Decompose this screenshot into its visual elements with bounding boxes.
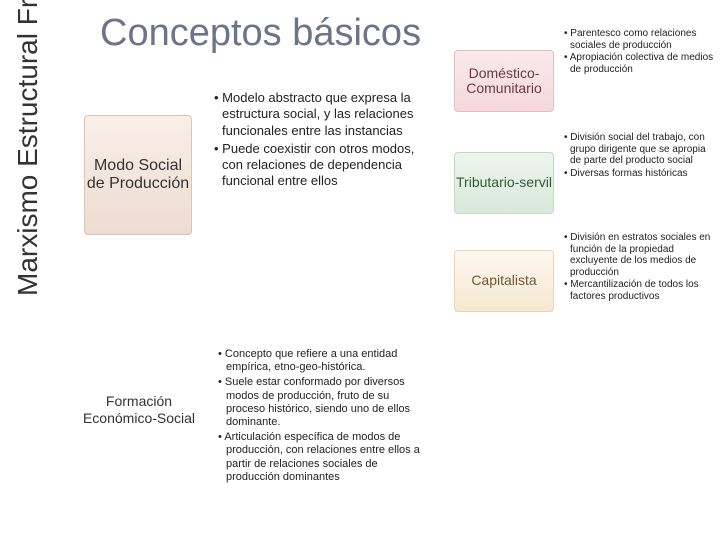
tributario-bullet: División social del trabajo, con grupo d… bbox=[564, 132, 714, 167]
sidebar-label: Marxismo Estructural Francés bbox=[12, 0, 44, 296]
domestic-bullet: Apropiación colectiva de medios de produ… bbox=[564, 52, 714, 75]
tributario-bullets: División social del trabajo, con grupo d… bbox=[564, 132, 714, 180]
modo-bullet: Puede coexistir con otros modos, con rel… bbox=[214, 141, 424, 190]
domestic-bullets: Parentesco como relaciones sociales de p… bbox=[564, 28, 714, 76]
tributario-bullet: Diversas formas históricas bbox=[564, 168, 714, 180]
capitalista-label: Capitalista bbox=[471, 273, 536, 288]
domestic-bullet: Parentesco como relaciones sociales de p… bbox=[564, 28, 714, 51]
tributario-label: Tributario-servil bbox=[456, 175, 552, 190]
capitalista-bullet: Mercantilización de todos los factores p… bbox=[564, 279, 714, 302]
page-title: Conceptos básicos bbox=[100, 12, 421, 55]
domestic-label: Doméstico-Comunitario bbox=[455, 66, 553, 97]
modo-explanation: Modelo abstracto que expresa la estructu… bbox=[214, 90, 424, 192]
tributario-box: Tributario-servil bbox=[454, 152, 554, 214]
formacion-label: Formación Económico-Social bbox=[74, 393, 204, 427]
modo-bullet: Modelo abstracto que expresa la estructu… bbox=[214, 90, 424, 139]
modo-box: Modo Social de Producción bbox=[84, 115, 192, 235]
capitalista-box: Capitalista bbox=[454, 250, 554, 312]
capitalista-bullet: División en estratos sociales en función… bbox=[564, 232, 714, 278]
formacion-explanation: Concepto que refiere a una entidad empír… bbox=[218, 348, 428, 486]
domestic-box: Doméstico-Comunitario bbox=[454, 50, 554, 112]
capitalista-bullets: División en estratos sociales en función… bbox=[564, 232, 714, 303]
modo-label: Modo Social de Producción bbox=[85, 157, 191, 194]
formacion-bullet: Concepto que refiere a una entidad empír… bbox=[218, 348, 428, 374]
formacion-bullet: Suele estar conformado por diversos modo… bbox=[218, 376, 428, 429]
formacion-bullet: Articulación específica de modos de prod… bbox=[218, 431, 428, 484]
formacion-box: Formación Económico-Social bbox=[74, 380, 204, 440]
